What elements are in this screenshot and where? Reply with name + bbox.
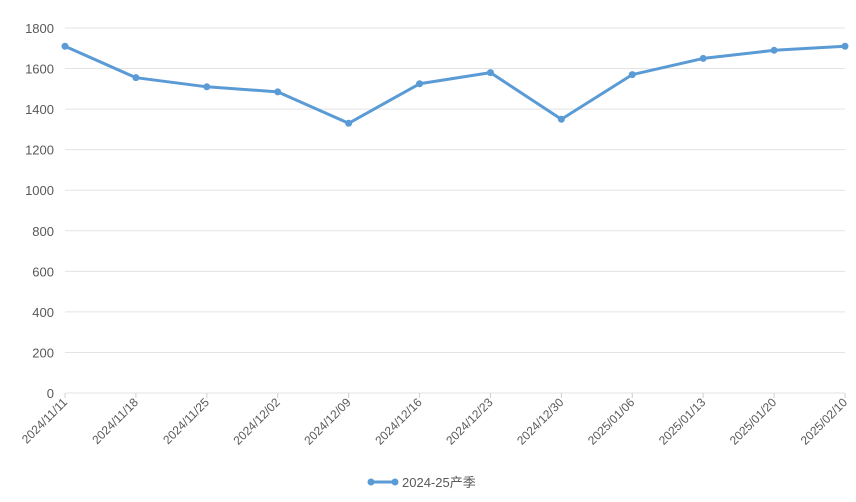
data-point <box>274 88 282 96</box>
data-point <box>61 42 69 50</box>
data-point <box>486 69 494 77</box>
x-tick-label: 2025/01/06 <box>585 395 638 448</box>
y-tick-label: 400 <box>32 305 54 320</box>
y-tick-label: 1400 <box>25 102 54 117</box>
legend-label: 2024-25产季 <box>402 475 476 490</box>
x-tick-label: 2024/12/23 <box>443 395 496 448</box>
x-tick-label: 2025/01/13 <box>656 395 709 448</box>
x-tick-label: 2024/12/30 <box>514 395 567 448</box>
data-point <box>628 71 636 79</box>
x-tick-label: 2025/01/20 <box>727 395 780 448</box>
x-tick-label: 2025/02/10 <box>798 395 851 448</box>
y-tick-label: 1600 <box>25 62 54 77</box>
x-tick-label: 2024/12/09 <box>301 395 354 448</box>
y-tick-label: 1200 <box>25 143 54 158</box>
y-tick-label: 1800 <box>25 21 54 36</box>
y-tick-label: 200 <box>32 345 54 360</box>
y-tick-label: 1000 <box>25 183 54 198</box>
data-point <box>416 80 424 88</box>
x-tick-label: 2024/11/11 <box>19 395 70 446</box>
x-tick-label: 2024/12/02 <box>230 395 283 448</box>
data-point <box>345 119 353 127</box>
legend-marker <box>391 478 399 486</box>
x-tick-label: 2024/12/16 <box>372 395 425 448</box>
y-tick-label: 600 <box>32 264 54 279</box>
x-tick-label: 2024/11/25 <box>160 395 212 447</box>
data-point <box>699 54 707 62</box>
y-tick-label: 800 <box>32 224 54 239</box>
line-series <box>64 44 846 125</box>
data-point <box>203 83 211 91</box>
x-tick-label: 2024/11/18 <box>89 395 141 447</box>
data-point <box>557 115 565 123</box>
y-tick-label: 0 <box>47 386 54 401</box>
legend-marker <box>367 478 375 486</box>
data-point <box>770 46 778 54</box>
data-point <box>132 74 140 82</box>
data-point <box>841 42 849 50</box>
